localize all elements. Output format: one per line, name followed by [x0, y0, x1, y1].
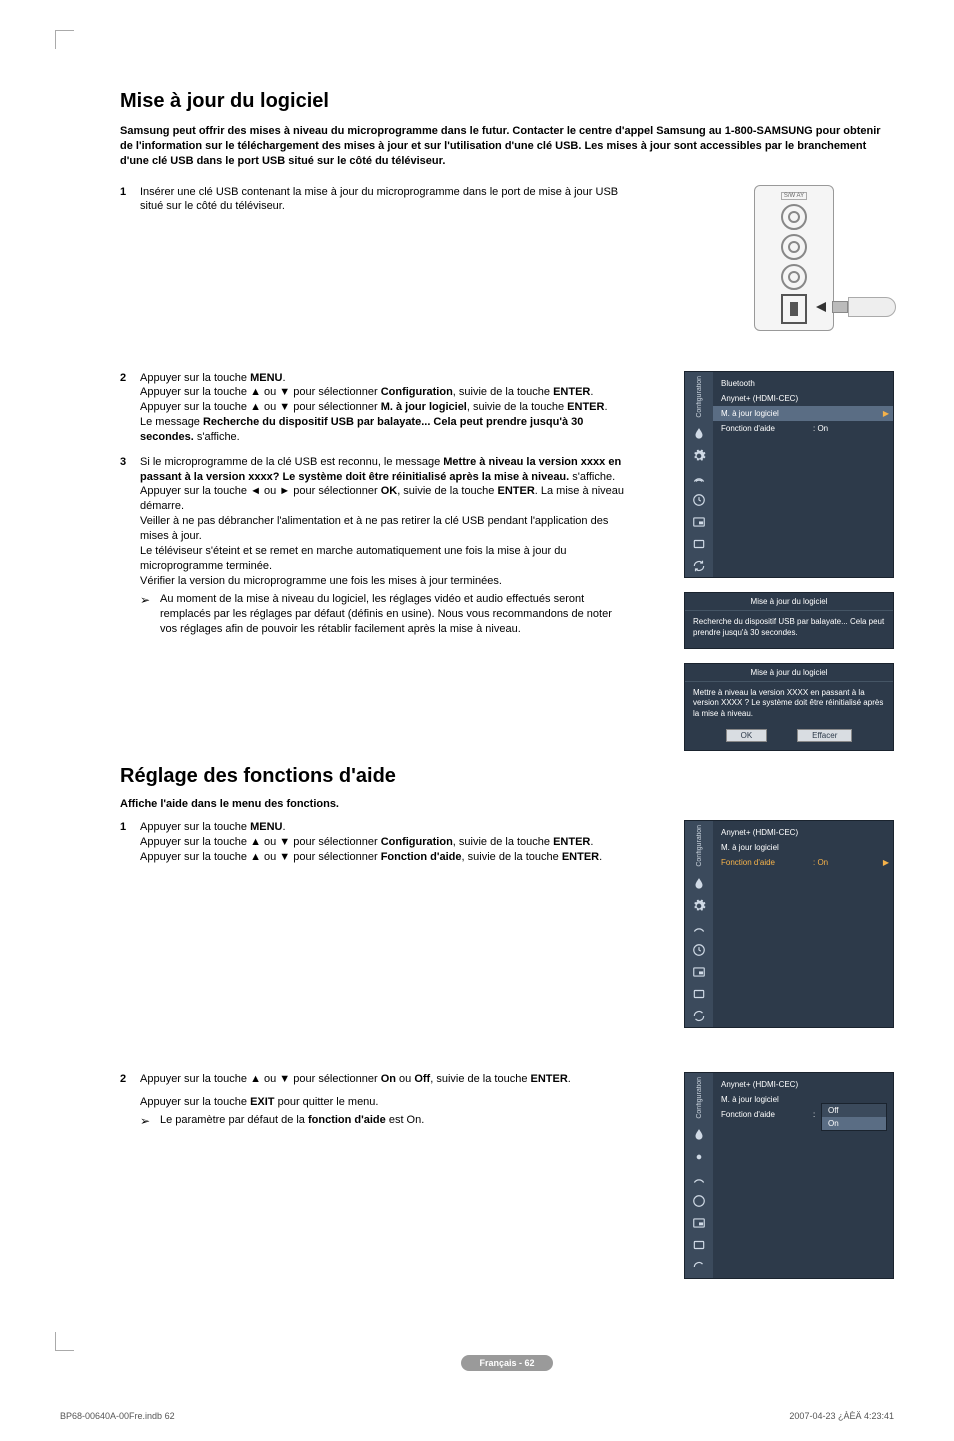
step-number: 1 [120, 185, 140, 215]
dropdown-option-selected[interactable]: On [822, 1117, 886, 1130]
ok-button[interactable]: OK [726, 729, 768, 742]
signal-icon [692, 921, 706, 935]
step-body: Insérer une clé USB contenant la mise à … [140, 185, 630, 215]
osd-row: Anynet+ (HDMI-CEC) [713, 825, 893, 840]
step-body: Appuyer sur la touche MENU. Appuyer sur … [140, 371, 630, 445]
dropdown-option[interactable]: Off [822, 1104, 886, 1117]
osd-row: Bluetooth [713, 376, 893, 391]
doc-footer-left: BP68-00640A-00Fre.indb 62 [60, 1411, 175, 1421]
chevron-right-icon: ▶ [883, 409, 889, 418]
note-body: Au moment de la mise à niveau du logicie… [160, 592, 630, 637]
usb-port-icon [781, 294, 807, 324]
osd-menu-help: Configuration Anynet+ (HDMI-CEC) M. à jo… [684, 820, 894, 1028]
osd-side-label: Configuration [696, 825, 703, 867]
clock-icon [692, 943, 706, 957]
gear-icon [692, 1150, 706, 1164]
step-number: 3 [120, 455, 140, 637]
dialog-message: Recherche du dispositif USB par balayate… [685, 611, 893, 648]
step: 2 Appuyer sur la touche ▲ ou ▼ pour séle… [120, 1072, 630, 1130]
pip-icon [692, 1216, 706, 1230]
input-icon [692, 1238, 706, 1252]
step: 3 Si le microprogramme de la clé USB est… [120, 455, 630, 637]
osd-dialog-confirm: Mise à jour du logiciel Mettre à niveau … [684, 663, 894, 751]
step: 2 Appuyer sur la touche MENU. Appuyer su… [120, 371, 630, 445]
dialog-title: Mise à jour du logiciel [685, 593, 893, 611]
page-number-pill: Français - 62 [461, 1355, 552, 1371]
osd-row: Anynet+ (HDMI-CEC) [713, 391, 893, 406]
input-icon [692, 537, 706, 551]
section-title-1: Mise à jour du logiciel [120, 90, 894, 113]
step-body: Appuyer sur la touche ▲ ou ▼ pour sélect… [140, 1072, 630, 1130]
section-title-2: Réglage des fonctions d'aide [120, 765, 894, 788]
chevron-right-icon: ▶ [883, 858, 889, 867]
section-intro-1: Samsung peut offrir des mises à niveau d… [120, 124, 894, 169]
step-number: 2 [120, 371, 140, 445]
osd-row: M. à jour logiciel [713, 840, 893, 855]
refresh-icon [692, 559, 706, 573]
gear-icon [692, 449, 706, 463]
osd-menu-help-dropdown: Configuration Anynet+ (HDMI-CEC) M. à jo… [684, 1072, 894, 1280]
step-number: 2 [120, 1072, 140, 1130]
audio-jack-icon [781, 234, 807, 260]
osd-dropdown: Off On [821, 1103, 887, 1131]
note: ➢ Le paramètre par défaut de la fonction… [140, 1113, 630, 1129]
tv-side-panel-figure: S/W AY [694, 185, 894, 331]
cancel-button[interactable]: Effacer [797, 729, 852, 742]
dialog-title: Mise à jour du logiciel [685, 664, 893, 682]
clock-icon [692, 493, 706, 507]
audio-jack-icon [781, 264, 807, 290]
note-body: Le paramètre par défaut de la fonction d… [160, 1113, 424, 1129]
crop-mark [55, 30, 74, 49]
clock-icon [692, 1194, 706, 1208]
pip-icon [692, 965, 706, 979]
osd-row-highlight: Fonction d'aide: On▶ [713, 855, 893, 870]
crop-mark [55, 1332, 74, 1351]
step: 1 Insérer une clé USB contenant la mise … [120, 185, 630, 215]
signal-icon [692, 471, 706, 485]
refresh-icon [692, 1260, 706, 1274]
note-arrow-icon: ➢ [140, 592, 160, 637]
input-icon [692, 987, 706, 1001]
refresh-icon [692, 1009, 706, 1023]
signal-icon [692, 1172, 706, 1186]
note: ➢ Au moment de la mise à niveau du logic… [140, 592, 630, 637]
osd-side-label: Configuration [696, 376, 703, 418]
osd-side-label: Configuration [696, 1077, 703, 1119]
osd-row: Anynet+ (HDMI-CEC) [713, 1077, 893, 1092]
osd-row: Fonction d'aide: On [713, 421, 893, 436]
video-jack-icon [781, 204, 807, 230]
gear-icon [692, 899, 706, 913]
dialog-message: Mettre à niveau la version XXXX en passa… [685, 682, 893, 729]
step-number: 1 [120, 820, 140, 865]
pip-icon [692, 515, 706, 529]
note-arrow-icon: ➢ [140, 1113, 160, 1129]
osd-dialog-scan: Mise à jour du logiciel Recherche du dis… [684, 592, 894, 649]
usb-stick-icon [816, 297, 896, 317]
doc-footer-right: 2007-04-23 ¿ÀÈÄ 4:23:41 [789, 1411, 894, 1421]
osd-menu-update: Configuration Bluetooth Anynet+ (HDMI-CE… [684, 371, 894, 579]
step-body: Si le microprogramme de la clé USB est r… [140, 455, 630, 637]
droplet-icon [692, 427, 706, 441]
step-body: Appuyer sur la touche MENU. Appuyer sur … [140, 820, 630, 865]
droplet-icon [692, 1128, 706, 1142]
section-subhead-2: Affiche l'aide dans le menu des fonction… [120, 798, 894, 810]
droplet-icon [692, 877, 706, 891]
osd-row-selected: M. à jour logiciel▶ [713, 406, 893, 421]
step: 1 Appuyer sur la touche MENU. Appuyer su… [120, 820, 630, 865]
